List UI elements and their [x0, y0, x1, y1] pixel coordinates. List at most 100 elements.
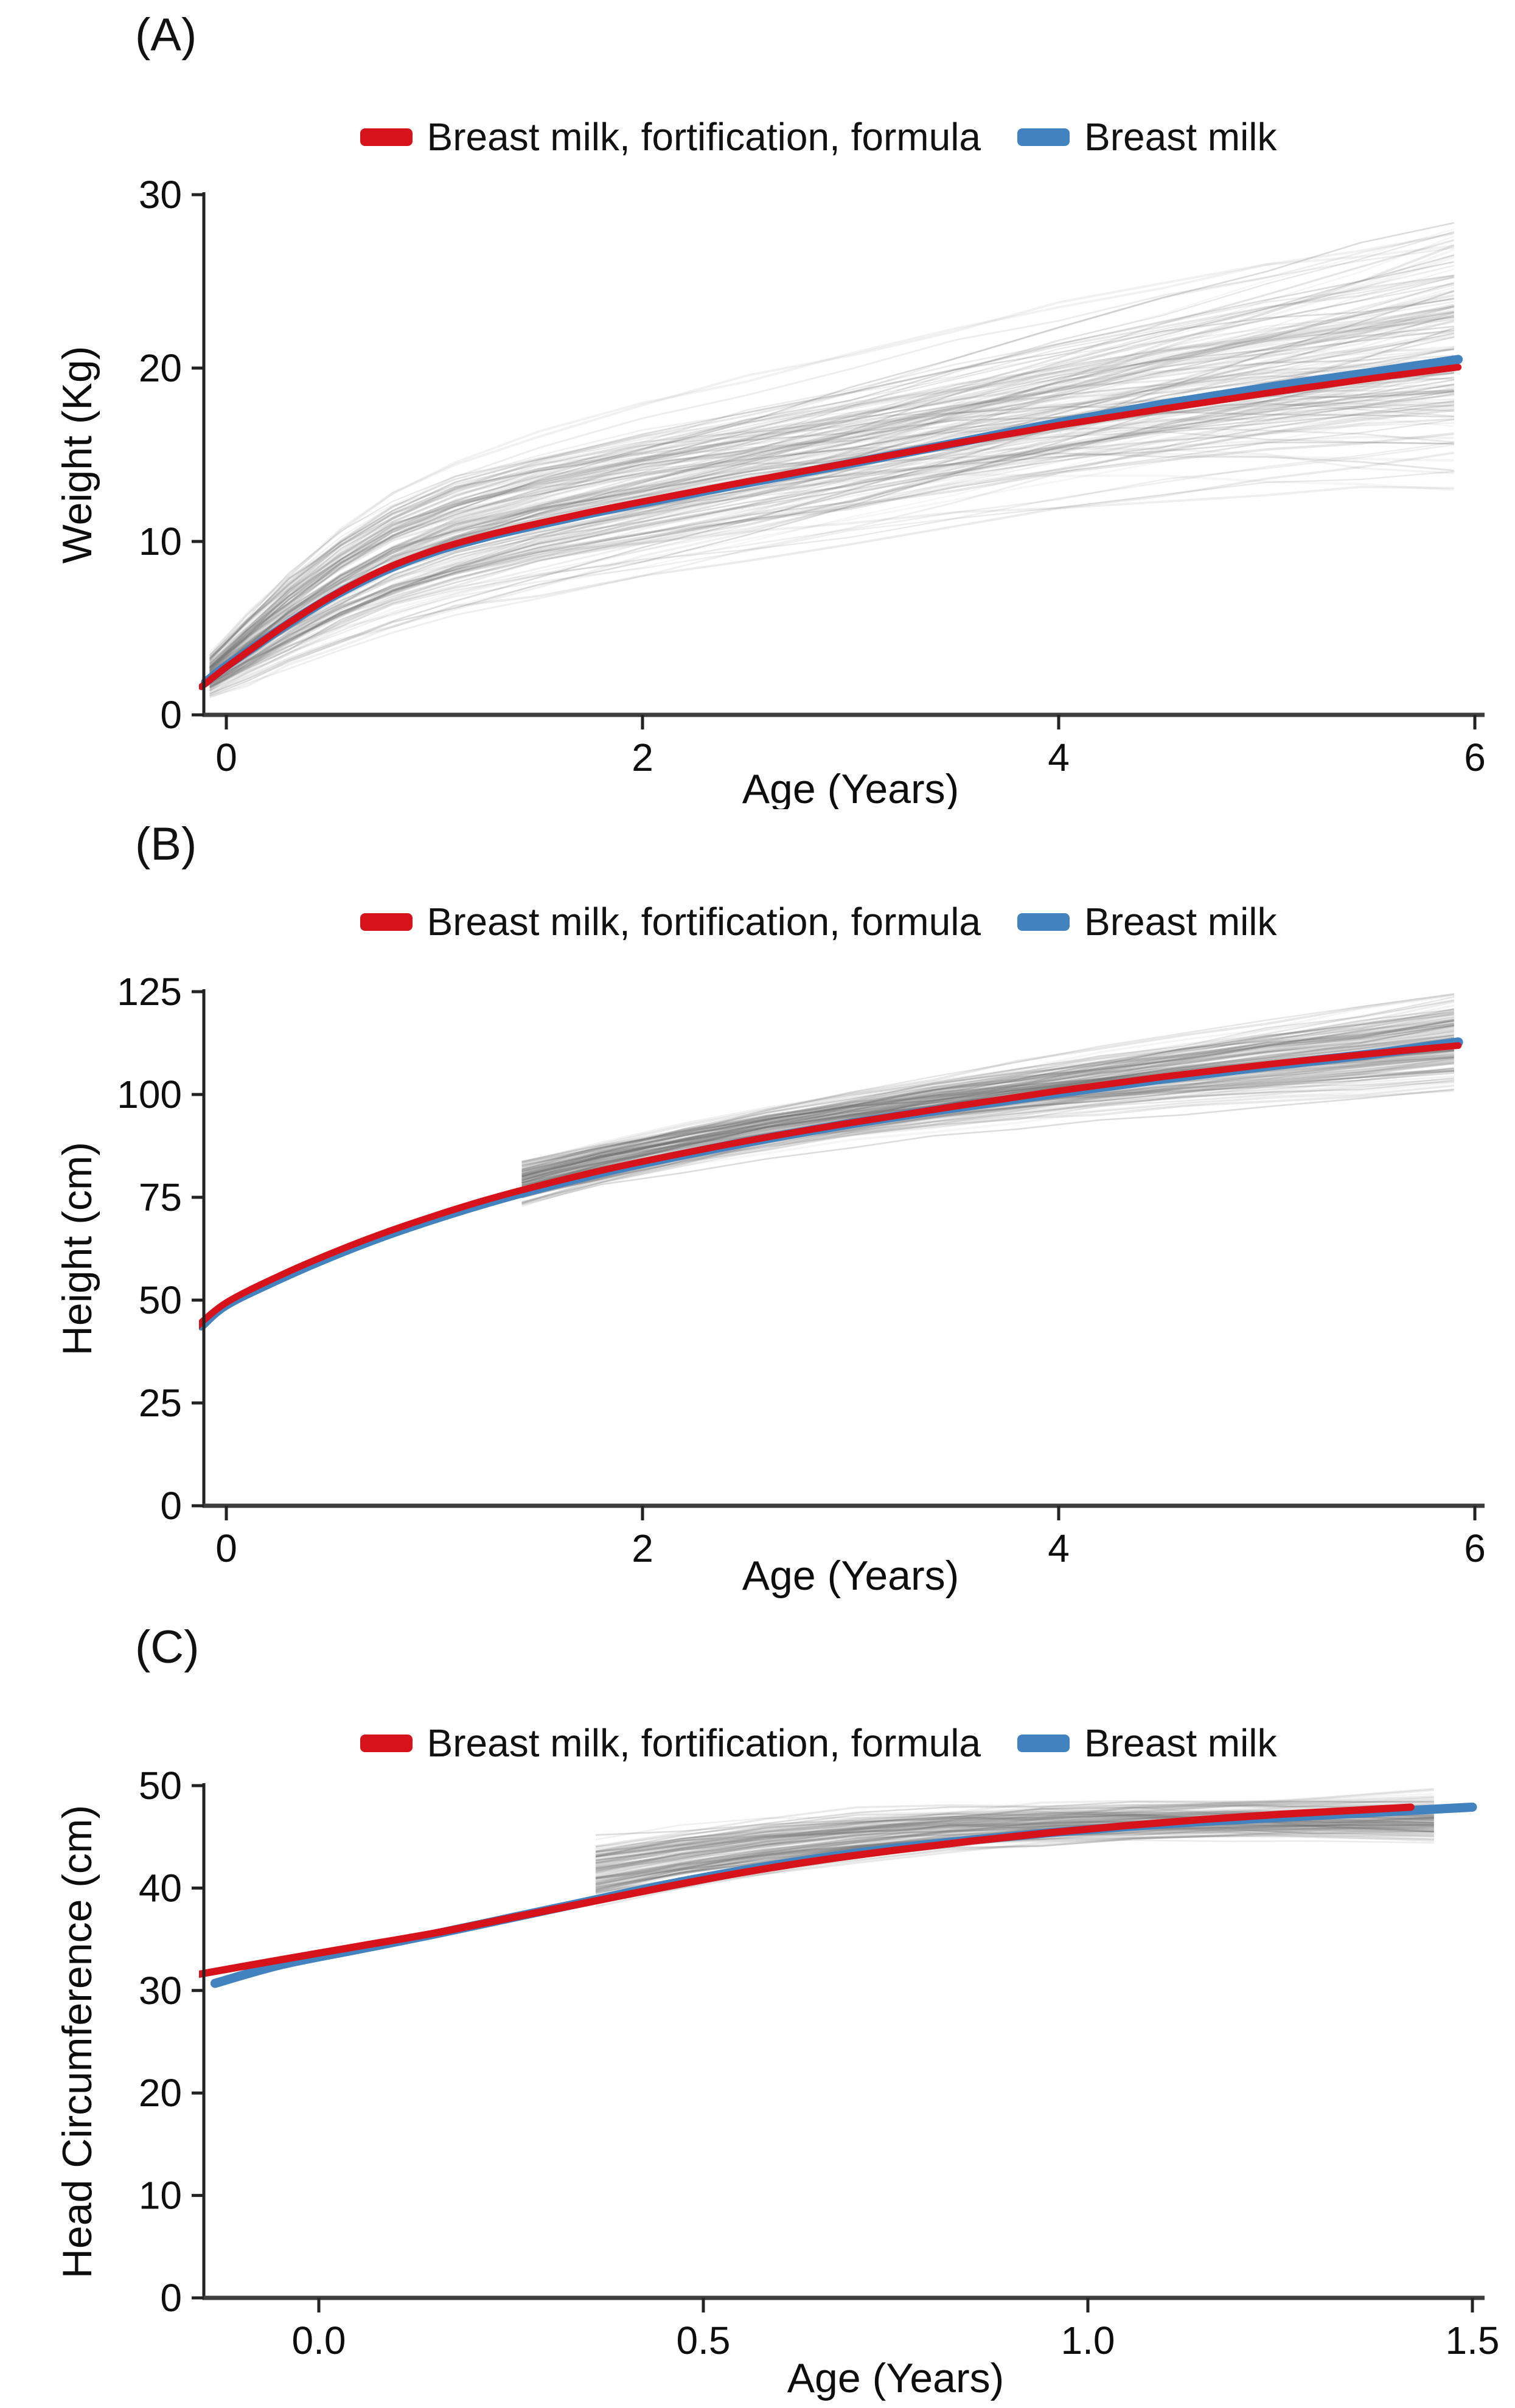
background-trajectory-line	[209, 336, 1454, 679]
background-trajectory-line	[209, 336, 1455, 689]
background-trajectory-line	[521, 994, 1455, 1185]
background-trajectory-line	[209, 402, 1454, 656]
background-trajectory-line	[209, 348, 1455, 683]
background-trajectory-line	[521, 1023, 1455, 1174]
x-tick-label: 4	[1048, 736, 1070, 779]
background-trajectory-line	[209, 316, 1454, 665]
y-tick-label: 10	[139, 520, 182, 563]
background-trajectory-line	[209, 315, 1455, 675]
y-tick-label: 125	[117, 970, 182, 1014]
legend-entry-breastmilk: Breast milk	[1017, 114, 1277, 159]
background-trajectory-line	[209, 311, 1455, 676]
x-tick-label: 0	[215, 1526, 237, 1570]
background-trajectory-line	[595, 1793, 1434, 1876]
background-trajectory-line	[595, 1802, 1434, 1848]
background-trajectory-line	[521, 1030, 1455, 1182]
background-trajectory-line	[209, 336, 1454, 668]
x-tick-label: 0	[215, 736, 237, 779]
background-trajectory-line	[209, 306, 1455, 688]
background-trajectory-line	[595, 1823, 1434, 1871]
background-trajectory-line	[595, 1805, 1434, 1871]
legend-key-blue-icon	[1017, 1734, 1070, 1752]
background-trajectory-line	[209, 305, 1455, 698]
legend-label-breastmilk: Breast milk	[1084, 1721, 1277, 1765]
background-trajectory-line	[209, 304, 1455, 675]
background-trajectory-line	[595, 1824, 1434, 1873]
x-tick-label: 1.0	[1061, 2319, 1115, 2362]
background-trajectory-line	[209, 232, 1455, 671]
panel-height: (B) Breast milk, fortification, formula …	[0, 809, 1515, 1612]
background-trajectory-line	[521, 1021, 1455, 1180]
background-trajectory-line	[521, 1024, 1454, 1172]
y-axis-title: Weight (Kg)	[54, 346, 100, 564]
legend-entry-fortified: Breast milk, fortification, formula	[360, 899, 981, 944]
background-trajectory-line	[595, 1789, 1434, 1891]
background-trajectory-line	[521, 1035, 1454, 1183]
background-trajectory-line	[595, 1808, 1434, 1874]
background-trajectory-line	[521, 1077, 1454, 1195]
background-trajectory-line	[209, 261, 1455, 668]
background-trajectory-line	[209, 282, 1455, 674]
background-trajectory-line	[209, 275, 1454, 667]
background-trajectory-line	[209, 232, 1455, 657]
background-trajectory-line	[209, 431, 1454, 659]
background-trajectory-line	[521, 1012, 1454, 1174]
x-tick-label: 2	[632, 736, 653, 779]
y-tick-label: 30	[139, 1969, 182, 2013]
background-trajectory-line	[521, 1047, 1454, 1208]
x-axis-title: Age (Years)	[787, 2355, 1005, 2401]
background-trajectory-line	[521, 1042, 1454, 1178]
background-trajectory-line	[209, 411, 1454, 662]
background-trajectory-line	[209, 372, 1455, 695]
y-tick-label: 10	[139, 2174, 182, 2218]
background-trajectory-line	[595, 1820, 1434, 1857]
background-trajectory-line	[209, 363, 1455, 683]
background-trajectory-line	[209, 364, 1454, 668]
y-tick-label: 0	[160, 1484, 182, 1528]
background-trajectory-line	[521, 1020, 1454, 1181]
background-trajectory-line	[209, 228, 1455, 681]
x-tick-label: 4	[1048, 1526, 1070, 1570]
legend-key-blue-icon	[1017, 128, 1070, 146]
background-trajectory-line	[521, 1020, 1454, 1187]
y-tick-label: 40	[139, 1866, 182, 1910]
y-tick-label: 30	[139, 173, 182, 217]
background-trajectory-line	[521, 1008, 1455, 1185]
background-trajectory-line	[209, 400, 1454, 685]
background-trajectory-line	[595, 1801, 1434, 1867]
background-trajectory-line	[209, 308, 1455, 690]
background-trajectory-line	[209, 367, 1455, 699]
background-trajectory-line	[209, 287, 1455, 686]
background-trajectory-line	[209, 355, 1455, 691]
background-trajectory-line	[209, 390, 1455, 692]
background-trajectory-line	[595, 1807, 1434, 1878]
background-trajectory-line	[209, 276, 1455, 664]
background-trajectory-line	[209, 246, 1454, 660]
background-trajectory-line	[209, 245, 1455, 654]
background-trajectory-line	[521, 1057, 1454, 1176]
background-trajectory-line	[521, 1031, 1455, 1178]
background-trajectory-line	[521, 993, 1455, 1176]
background-trajectory-line	[209, 325, 1454, 669]
panel-label-c: (C)	[135, 1621, 200, 1673]
background-trajectory-line	[595, 1826, 1434, 1856]
fortified-mean-curve	[199, 364, 1462, 691]
background-trajectory-line	[595, 1798, 1434, 1870]
background-trajectory-line	[521, 1033, 1454, 1184]
background-trajectory-line	[209, 358, 1454, 666]
background-trajectory-line	[521, 1025, 1454, 1172]
background-trajectory-line	[209, 367, 1454, 659]
background-trajectory-line	[521, 1022, 1454, 1180]
background-trajectory-line	[209, 316, 1454, 671]
background-trajectory-line	[209, 348, 1454, 658]
background-trajectory-line	[521, 1031, 1454, 1177]
background-trajectory-line	[209, 441, 1454, 692]
background-trajectory-line	[209, 306, 1454, 660]
background-trajectory-line	[209, 274, 1455, 667]
fortified-mean-curve	[199, 1803, 1415, 1978]
background-trajectory-line	[209, 248, 1455, 692]
background-trajectory-line	[521, 1067, 1454, 1194]
background-trajectory-line	[521, 1008, 1454, 1181]
background-trajectory-line	[521, 1019, 1455, 1186]
background-trajectory-line	[595, 1825, 1434, 1877]
